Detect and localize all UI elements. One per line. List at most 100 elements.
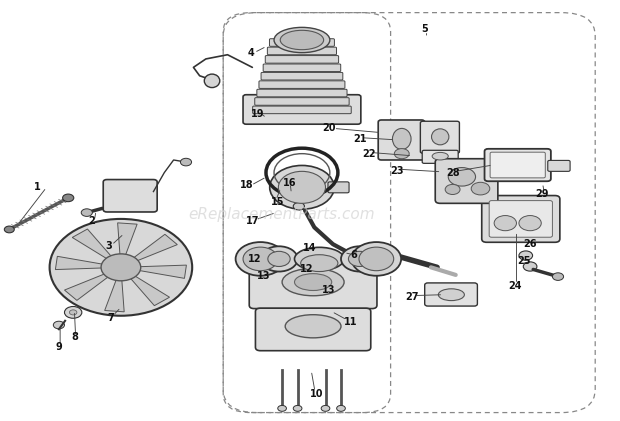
FancyBboxPatch shape [255, 308, 371, 351]
FancyBboxPatch shape [328, 182, 349, 193]
Text: 8: 8 [71, 332, 78, 342]
Circle shape [359, 247, 394, 271]
Text: 29: 29 [536, 189, 549, 199]
FancyBboxPatch shape [435, 159, 498, 203]
Circle shape [471, 182, 490, 195]
Circle shape [63, 194, 74, 202]
Circle shape [448, 168, 476, 186]
FancyBboxPatch shape [249, 262, 377, 309]
Circle shape [180, 158, 192, 166]
Polygon shape [55, 256, 104, 269]
Text: 14: 14 [303, 243, 317, 253]
FancyBboxPatch shape [270, 39, 334, 46]
Text: 6: 6 [350, 250, 356, 260]
Text: 2: 2 [89, 216, 95, 226]
Circle shape [270, 165, 334, 209]
Ellipse shape [282, 269, 344, 296]
Text: 25: 25 [517, 256, 531, 266]
Circle shape [53, 321, 64, 329]
Text: 21: 21 [353, 134, 366, 144]
Ellipse shape [392, 128, 411, 149]
Circle shape [81, 209, 92, 216]
Text: 12: 12 [247, 254, 261, 264]
Text: 22: 22 [362, 149, 376, 159]
FancyBboxPatch shape [422, 150, 458, 163]
Ellipse shape [274, 27, 330, 53]
FancyBboxPatch shape [259, 81, 345, 88]
Ellipse shape [285, 315, 341, 338]
Circle shape [394, 149, 409, 159]
FancyBboxPatch shape [489, 201, 552, 237]
Text: 28: 28 [446, 168, 459, 178]
FancyBboxPatch shape [490, 152, 546, 178]
FancyBboxPatch shape [265, 56, 339, 63]
Circle shape [523, 262, 537, 271]
Text: 1: 1 [34, 182, 40, 192]
Circle shape [268, 251, 290, 266]
Text: 23: 23 [390, 165, 404, 176]
FancyBboxPatch shape [378, 120, 425, 160]
Text: 5: 5 [422, 24, 428, 35]
Circle shape [337, 405, 345, 411]
Circle shape [69, 310, 77, 315]
Circle shape [4, 226, 14, 233]
FancyBboxPatch shape [243, 95, 361, 124]
Ellipse shape [294, 274, 332, 290]
Text: 15: 15 [271, 197, 285, 207]
Ellipse shape [432, 152, 448, 160]
Circle shape [519, 251, 533, 260]
Text: 4: 4 [248, 48, 254, 58]
Text: 26: 26 [523, 239, 537, 249]
Text: 7: 7 [107, 313, 113, 323]
Circle shape [260, 246, 298, 272]
FancyBboxPatch shape [255, 98, 349, 105]
Polygon shape [73, 229, 112, 259]
Circle shape [519, 216, 541, 231]
Text: 11: 11 [343, 317, 357, 327]
FancyBboxPatch shape [263, 64, 341, 72]
Text: 3: 3 [105, 241, 112, 251]
Polygon shape [130, 275, 169, 306]
Circle shape [278, 405, 286, 411]
Text: 24: 24 [508, 281, 521, 291]
Polygon shape [105, 279, 124, 312]
Ellipse shape [280, 30, 324, 50]
Circle shape [293, 405, 302, 411]
Text: 10: 10 [309, 389, 323, 399]
FancyBboxPatch shape [103, 179, 157, 212]
Ellipse shape [294, 248, 344, 271]
Circle shape [50, 219, 192, 316]
FancyBboxPatch shape [425, 283, 477, 306]
Ellipse shape [204, 74, 219, 88]
Text: 13: 13 [322, 285, 335, 296]
Text: 18: 18 [240, 180, 254, 190]
Circle shape [341, 246, 378, 272]
Circle shape [101, 254, 141, 281]
Text: 17: 17 [246, 216, 260, 226]
FancyBboxPatch shape [253, 106, 351, 114]
FancyBboxPatch shape [257, 89, 347, 97]
Text: 20: 20 [322, 123, 335, 133]
Circle shape [348, 251, 371, 266]
Circle shape [293, 203, 304, 210]
Circle shape [64, 306, 82, 318]
Text: 9: 9 [56, 342, 62, 352]
FancyBboxPatch shape [261, 72, 343, 80]
Ellipse shape [438, 289, 464, 301]
Ellipse shape [432, 129, 449, 145]
Ellipse shape [301, 255, 338, 272]
Text: 12: 12 [300, 264, 314, 274]
Circle shape [445, 184, 460, 195]
Polygon shape [64, 273, 109, 300]
Circle shape [352, 242, 401, 276]
Text: eReplacementParts.com: eReplacementParts.com [188, 207, 376, 222]
Circle shape [278, 171, 326, 203]
Polygon shape [138, 265, 187, 278]
FancyBboxPatch shape [548, 160, 570, 171]
Circle shape [243, 247, 278, 271]
Text: 27: 27 [405, 292, 419, 302]
Circle shape [321, 405, 330, 411]
Circle shape [552, 273, 564, 280]
Circle shape [494, 216, 516, 231]
FancyBboxPatch shape [482, 196, 560, 242]
